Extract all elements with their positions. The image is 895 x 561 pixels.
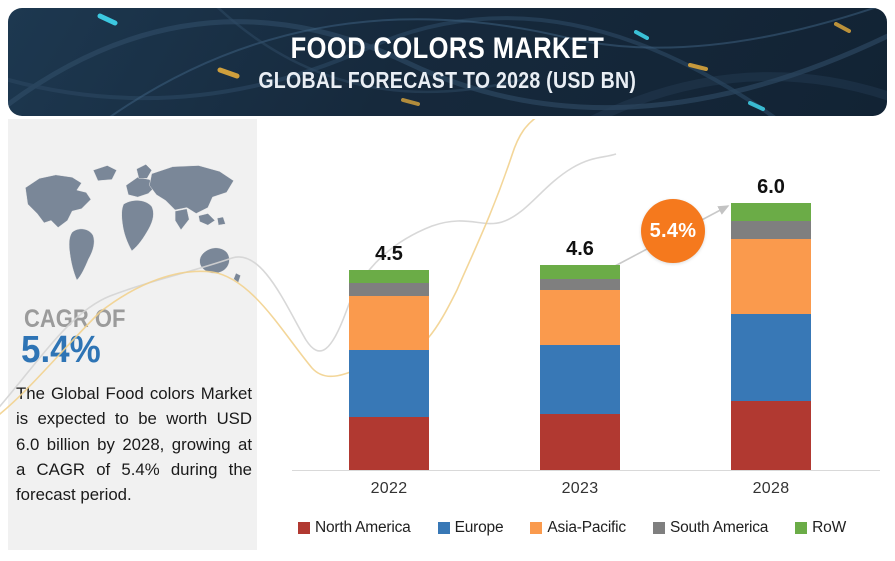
bar-2023 <box>540 265 620 470</box>
legend-item-row: RoW <box>795 519 846 537</box>
legend-item-europe: Europe <box>437 519 504 537</box>
segment-south-america <box>540 278 620 290</box>
segment-south-america <box>349 283 429 297</box>
banner-network-decoration <box>8 8 887 116</box>
market-summary-text: The Global Food colors Market is expecte… <box>16 384 252 505</box>
segment-north-america <box>540 414 620 470</box>
legend-label: South America <box>669 519 769 536</box>
segment-south-america <box>731 220 811 239</box>
cagr-badge: 5.4% <box>641 199 705 263</box>
cagr-value: 5.4% <box>21 329 101 371</box>
year-label-2022: 2022 <box>370 480 408 497</box>
segment-asia-pacific <box>731 238 811 315</box>
segment-europe <box>731 314 811 402</box>
legend-swatch <box>437 522 450 534</box>
x-axis-line <box>292 470 880 471</box>
segment-north-america <box>349 416 429 470</box>
bar-2022 <box>349 269 429 470</box>
year-label-2028: 2028 <box>752 480 790 497</box>
legend-item-north-america: North America <box>297 519 411 537</box>
segment-row <box>731 203 811 221</box>
legend-label: Asia-Pacific <box>547 519 626 536</box>
segment-asia-pacific <box>540 289 620 346</box>
legend-swatch <box>297 522 310 534</box>
total-label-2028: 6.0 <box>757 176 785 198</box>
page-title: FOOD COLORS MARKET <box>290 32 605 65</box>
banner-text-block: FOOD COLORS MARKET GLOBAL FORECAST TO 20… <box>8 8 887 116</box>
segment-north-america <box>731 401 811 470</box>
bar-2028 <box>731 203 811 470</box>
legend-item-south-america: South America <box>652 519 769 537</box>
segment-europe <box>540 345 620 415</box>
total-label-2022: 4.5 <box>375 242 403 265</box>
legend-swatch <box>530 522 543 534</box>
chart-legend: North America Europe Asia-Pacific South Ame… <box>257 519 887 537</box>
segment-row <box>349 269 429 284</box>
page-subtitle: GLOBAL FORECAST TO 2028 (USD BN) <box>258 67 637 93</box>
summary-panel: CAGR OF 5.4% The Global Food colors Mark… <box>8 119 257 550</box>
legend-item-asia-pacific: Asia-Pacific <box>530 519 626 537</box>
year-label-2023: 2023 <box>561 480 599 497</box>
segment-row <box>540 265 620 279</box>
legend-label: RoW <box>812 519 847 536</box>
segment-asia-pacific <box>349 296 429 350</box>
header-banner: FOOD COLORS MARKET GLOBAL FORECAST TO 20… <box>8 8 887 116</box>
legend-label: Europe <box>454 519 504 536</box>
cagr-badge-label: 5.4% <box>649 219 697 242</box>
stacked-bar-chart: 4.5 2022 4.6 2023 6.0 2028 5.4% North America… <box>257 119 887 550</box>
total-label-2023: 4.6 <box>566 238 594 261</box>
legend-swatch <box>795 522 808 534</box>
legend-swatch <box>652 522 665 534</box>
world-map <box>16 149 250 299</box>
legend-label: North America <box>314 519 411 536</box>
segment-europe <box>349 349 429 417</box>
